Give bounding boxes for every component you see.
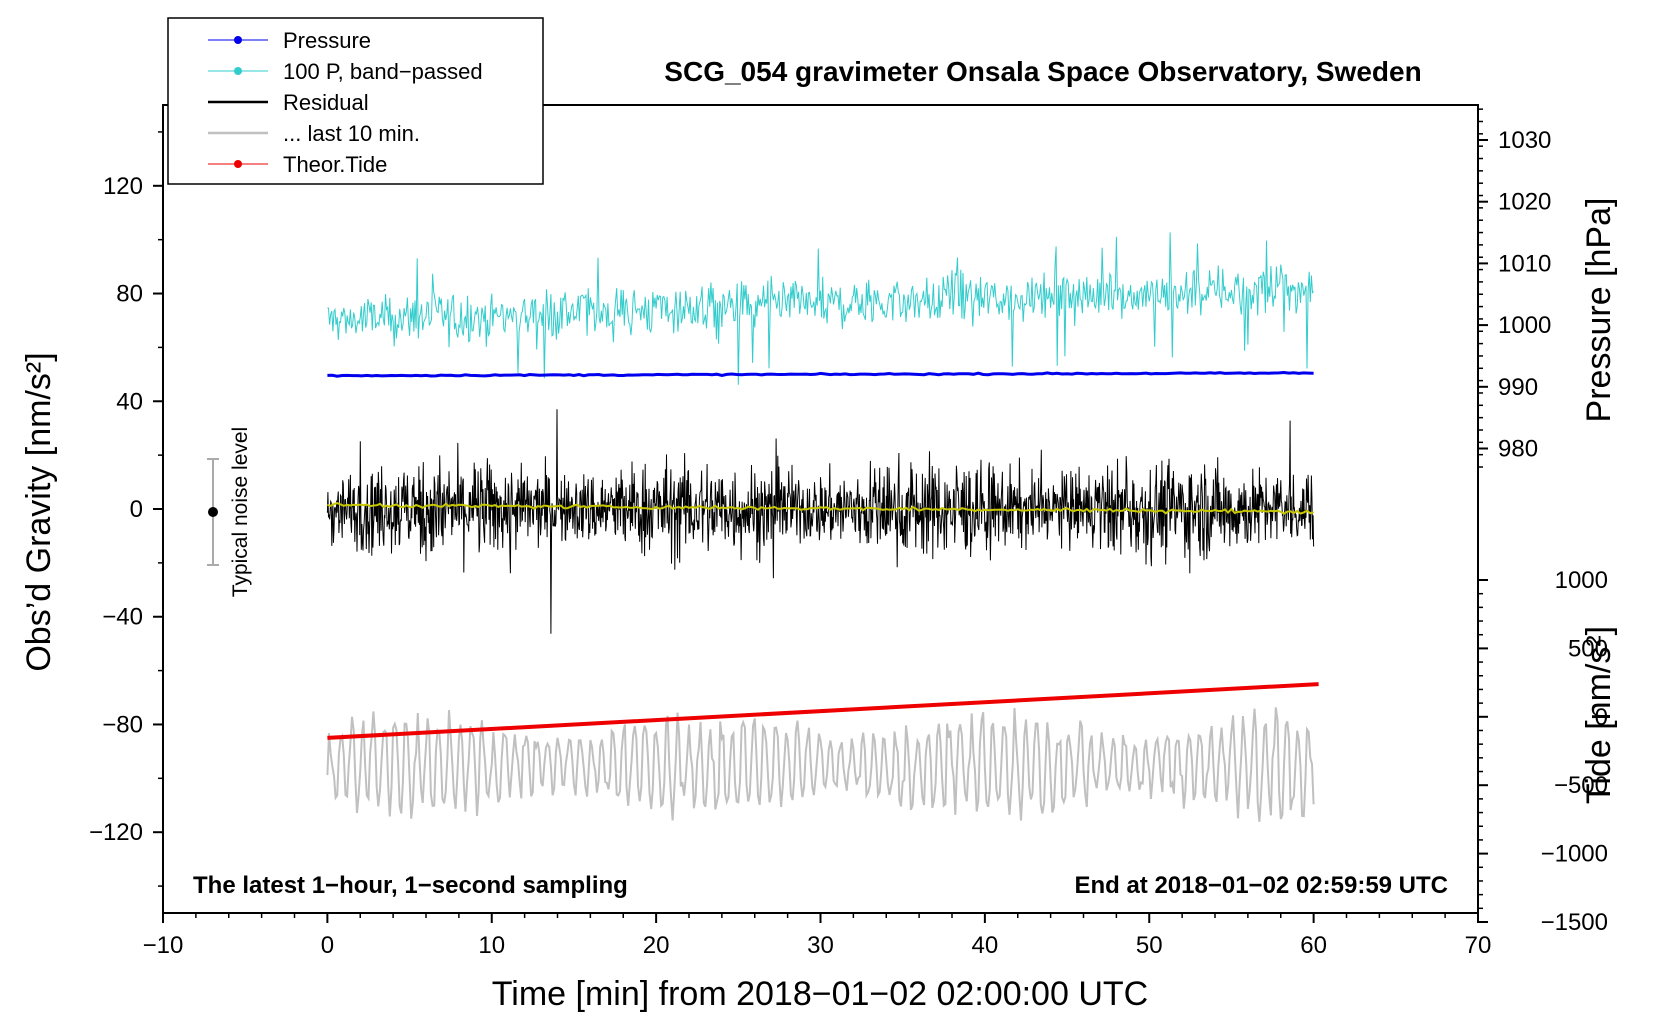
legend-marker — [234, 160, 242, 168]
legend-marker — [234, 67, 242, 75]
pressure-tick-label: 1010 — [1498, 250, 1551, 277]
x-tick-label: 20 — [643, 932, 670, 959]
pressure-axis-ticks: 1030 1020 1010 1000 990 980 — [1478, 127, 1551, 463]
noise-dot — [208, 507, 218, 517]
pressure-tick-label: 1030 — [1498, 127, 1551, 154]
tide-tick-label: −1500 — [1541, 909, 1608, 936]
tide-tick-label: 1000 — [1555, 567, 1608, 594]
y-tick-label: 40 — [116, 388, 143, 415]
y-tick-label: 80 — [116, 281, 143, 308]
legend-label: Pressure — [283, 28, 371, 53]
y-tick-label: 120 — [103, 173, 143, 200]
legend-label: ... last 10 min. — [283, 121, 420, 146]
pressure-tick-label: 1020 — [1498, 189, 1551, 216]
series-residual-smoothed — [327, 502, 1314, 515]
tide-tick-label: 0 — [1595, 704, 1608, 731]
series-layer — [326, 232, 1319, 822]
note-end-time: End at 2018−01−02 02:59:59 UTC — [1074, 872, 1448, 899]
series-pressure — [327, 370, 1314, 378]
y-axis-label-tide: Tide [nm/s²] — [1580, 626, 1618, 804]
legend-label: Theor.Tide — [283, 152, 387, 177]
minor-ticks — [158, 108, 1483, 918]
tide-axis-ticks: 1000 500 0 −500 −1000 −1500 — [1478, 567, 1608, 936]
x-tick-label: 10 — [478, 932, 505, 959]
x-tick-label: 50 — [1136, 932, 1163, 959]
x-tick-label: 40 — [972, 932, 999, 959]
x-axis-label: Time [min] from 2018−01−02 02:00:00 UTC — [492, 975, 1148, 1013]
legend-marker — [234, 36, 242, 44]
y-tick-label: −80 — [102, 711, 143, 738]
series-theoretical-tide — [327, 682, 1319, 740]
x-tick-label: 60 — [1300, 932, 1327, 959]
y-tick-label: −120 — [89, 819, 143, 846]
tide-tick-label: −1000 — [1541, 841, 1608, 868]
series-last-10-min — [326, 707, 1315, 822]
tide-tick-label: 500 — [1568, 635, 1608, 662]
chart-title: SCG_054 gravimeter Onsala Space Observat… — [664, 56, 1421, 87]
tide-tick-label: −500 — [1554, 772, 1608, 799]
legend: Pressure 100 P, band−passed Residual ... la… — [167, 17, 544, 185]
x-tick-label: 30 — [807, 932, 834, 959]
noise-label: Typical noise level — [229, 427, 252, 597]
y-tick-label: −40 — [102, 604, 143, 631]
x-tick-label: 70 — [1465, 932, 1492, 959]
noise-level-indicator: Typical noise level — [207, 427, 252, 597]
x-axis-ticks: −10 0 10 20 30 40 50 60 70 — [143, 913, 1492, 959]
pressure-tick-label: 1000 — [1498, 312, 1551, 339]
y-axis-label-gravity: Obs’d Gravity [nm/s²] — [20, 352, 58, 671]
series-residual — [326, 409, 1315, 634]
y-axis-ticks: 120 80 40 0 −40 −80 −120 — [89, 173, 163, 846]
y-axis-label-pressure: Pressure [hPa] — [1580, 198, 1618, 423]
pressure-tick-label: 990 — [1498, 374, 1538, 401]
legend-label: Residual — [283, 90, 369, 115]
pressure-tick-label: 980 — [1498, 436, 1538, 463]
series-pressure-bandpassed — [327, 232, 1314, 385]
legend-label: 100 P, band−passed — [283, 59, 483, 84]
x-tick-label: −10 — [143, 932, 184, 959]
y-tick-label: 0 — [130, 496, 143, 523]
x-tick-label: 0 — [321, 932, 334, 959]
note-latest-hour: The latest 1−hour, 1−second sampling — [193, 872, 628, 899]
